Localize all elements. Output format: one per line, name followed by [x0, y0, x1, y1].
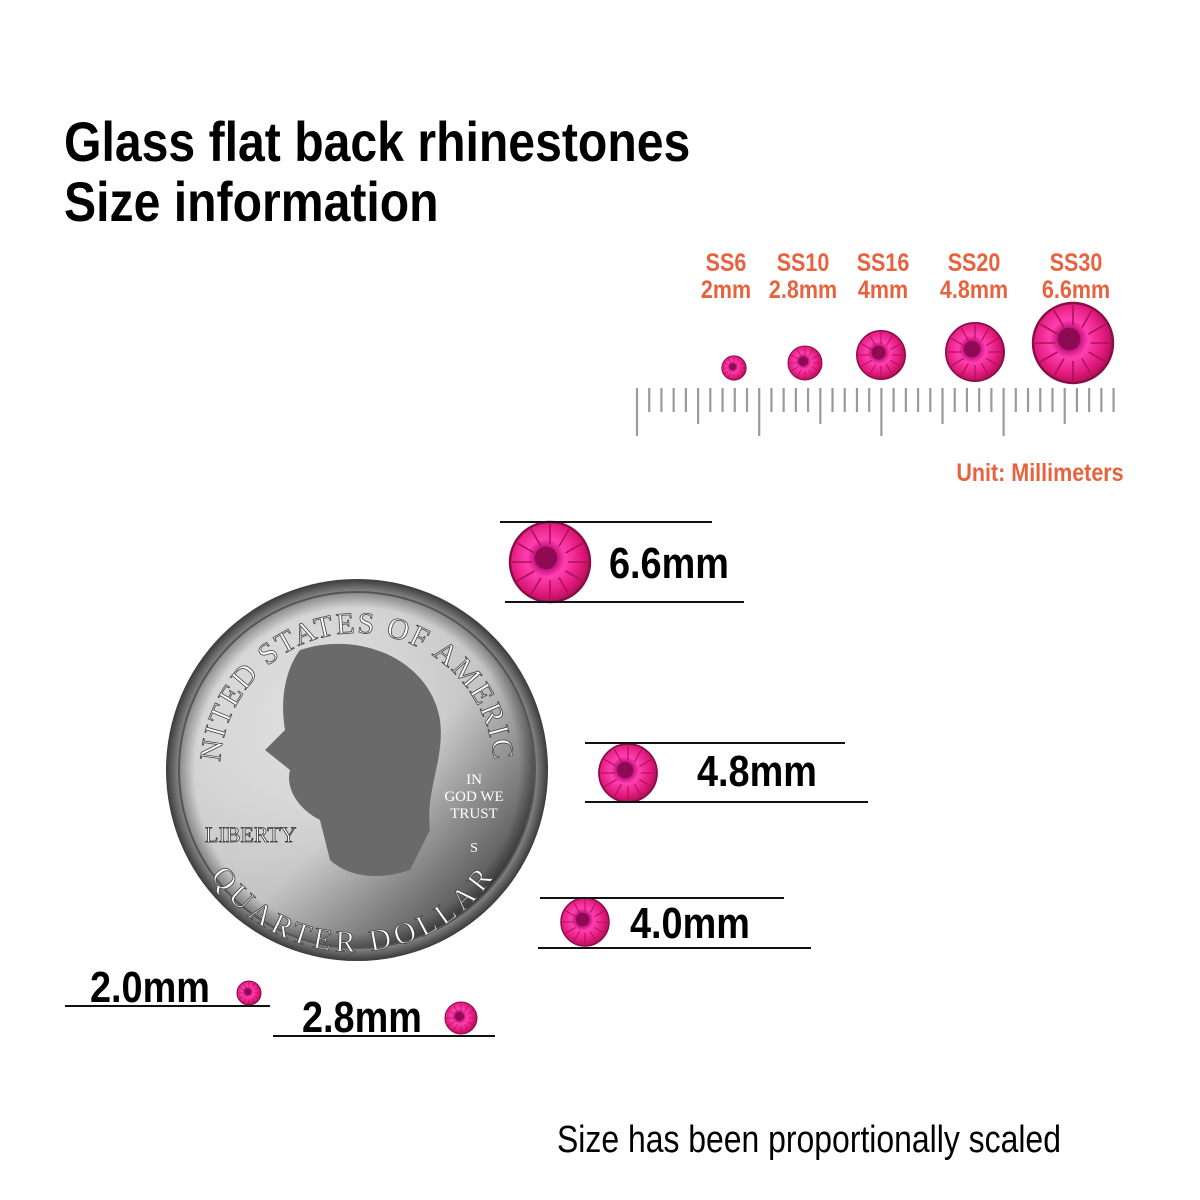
- code: SS30: [1049, 249, 1103, 277]
- gem-2-0mm: [236, 980, 262, 1006]
- gem-2-8mm: [444, 1001, 478, 1035]
- footer-note: Size has been proportionally scaled: [557, 1119, 1061, 1161]
- gem-4-0mm: [560, 897, 610, 947]
- divider: [538, 947, 811, 949]
- label-2-8mm: 2.8mm: [302, 993, 422, 1042]
- gem-ss30: [1031, 301, 1115, 385]
- gem-6-6mm: [508, 520, 592, 604]
- size-code-ss6: SS6 2mm: [700, 250, 752, 304]
- unit-label: Unit: Millimeters: [956, 459, 1124, 487]
- label-6-6mm: 6.6mm: [609, 539, 729, 588]
- divider: [500, 521, 712, 523]
- size: 2mm: [700, 276, 752, 304]
- code: SS16: [856, 249, 910, 277]
- size: 4mm: [857, 276, 909, 304]
- divider: [540, 897, 784, 899]
- size: 4.8mm: [939, 276, 1009, 304]
- coin-motto-1: IN: [466, 772, 482, 788]
- gem-4-8mm: [598, 743, 658, 803]
- divider: [65, 1005, 270, 1007]
- quarter-coin: UNITED STATES OF AMERICA QUARTER DOLLAR …: [0, 0, 548, 961]
- coin-liberty: LIBERTY: [205, 822, 297, 847]
- coin-rim: [178, 591, 536, 949]
- washington-portrait: [265, 643, 441, 876]
- divider: [505, 601, 744, 603]
- code: SS10: [776, 249, 830, 277]
- gem-ss20: [945, 322, 1005, 382]
- code: SS20: [947, 249, 1001, 277]
- gem-ss6: [721, 355, 747, 381]
- title-line-1: Glass flat back rhinestones: [64, 110, 691, 173]
- size: 6.6mm: [1041, 276, 1111, 304]
- ruler: [635, 388, 1115, 436]
- gem-ss16: [856, 330, 906, 380]
- size-code-ss10: SS10 2.8mm: [769, 250, 838, 304]
- label-2-0mm: 2.0mm: [90, 963, 210, 1012]
- size-code-ss20: SS20 4.8mm: [938, 250, 1010, 304]
- size-code-ss30: SS30 6.6mm: [1040, 250, 1112, 304]
- divider: [585, 801, 868, 803]
- coin-mint: S: [470, 841, 478, 856]
- size-code-ss16: SS16 4mm: [853, 250, 913, 304]
- code: SS6: [705, 249, 747, 277]
- coin-motto-2: GOD WE: [444, 789, 503, 805]
- size: 2.8mm: [768, 276, 838, 304]
- title-line-2: Size information: [64, 170, 439, 233]
- divider: [585, 742, 845, 744]
- coin-motto-3: TRUST: [450, 806, 498, 822]
- gem-ss10: [787, 345, 823, 381]
- label-4-0mm: 4.0mm: [630, 899, 750, 948]
- coin-top-text: UNITED STATES OF AMERICA: [0, 0, 520, 763]
- gems: [236, 301, 1115, 1035]
- label-4-8mm: 4.8mm: [697, 747, 817, 796]
- divider: [273, 1035, 495, 1037]
